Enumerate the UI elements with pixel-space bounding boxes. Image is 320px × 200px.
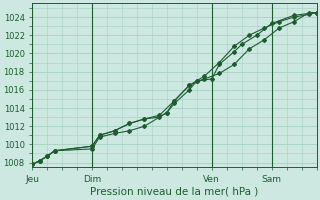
X-axis label: Pression niveau de la mer( hPa ): Pression niveau de la mer( hPa ): [90, 187, 259, 197]
